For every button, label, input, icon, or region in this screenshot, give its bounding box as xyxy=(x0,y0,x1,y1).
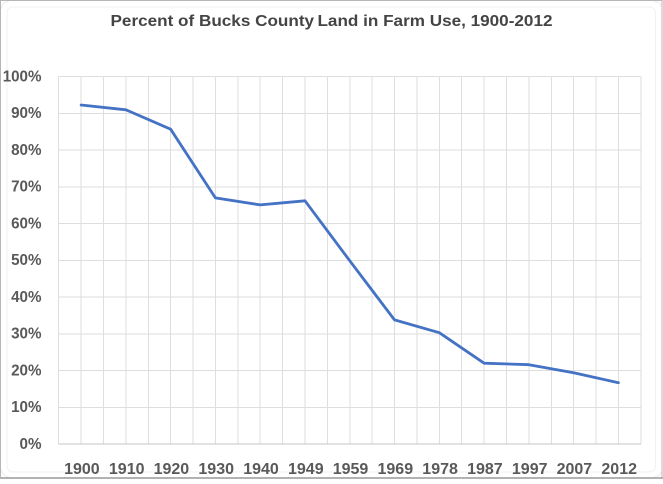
svg-text:1910: 1910 xyxy=(109,461,145,478)
svg-text:1987: 1987 xyxy=(467,461,503,478)
svg-text:80%: 80% xyxy=(11,142,41,159)
svg-text:0%: 0% xyxy=(20,436,42,453)
svg-text:1978: 1978 xyxy=(422,461,458,478)
svg-text:1997: 1997 xyxy=(512,461,548,478)
svg-text:50%: 50% xyxy=(11,252,41,269)
svg-text:20%: 20% xyxy=(11,362,41,379)
svg-text:2012: 2012 xyxy=(601,461,637,478)
svg-text:1920: 1920 xyxy=(154,461,190,478)
svg-text:1949: 1949 xyxy=(288,461,324,478)
svg-text:1940: 1940 xyxy=(243,461,279,478)
svg-text:1930: 1930 xyxy=(198,461,234,478)
svg-text:1959: 1959 xyxy=(333,461,369,478)
svg-text:1969: 1969 xyxy=(378,461,414,478)
svg-text:90%: 90% xyxy=(11,105,41,122)
svg-text:30%: 30% xyxy=(11,326,41,343)
svg-text:10%: 10% xyxy=(11,399,41,416)
svg-text:Percent of Bucks County Land i: Percent of Bucks County Land in Farm Use… xyxy=(111,13,553,30)
svg-text:40%: 40% xyxy=(11,289,41,306)
svg-text:2007: 2007 xyxy=(557,461,593,478)
svg-text:60%: 60% xyxy=(11,215,41,232)
svg-text:100%: 100% xyxy=(3,69,42,86)
svg-text:1900: 1900 xyxy=(64,461,100,478)
svg-text:70%: 70% xyxy=(11,179,41,196)
